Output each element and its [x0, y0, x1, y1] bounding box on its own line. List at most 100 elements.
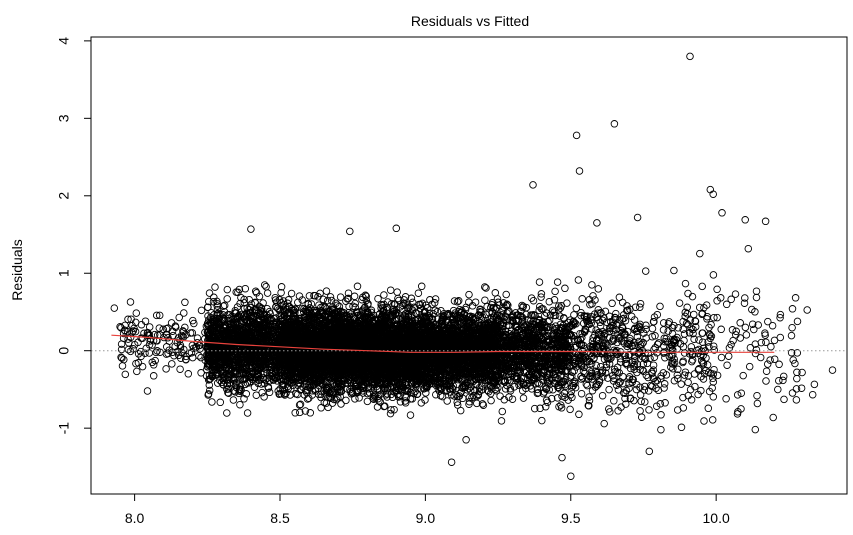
data-point — [123, 327, 132, 336]
data-point — [208, 372, 217, 380]
data-point — [117, 340, 126, 348]
data-point — [118, 362, 127, 370]
data-point — [162, 365, 170, 373]
data-point — [253, 366, 262, 375]
data-point — [126, 347, 135, 356]
data-point — [164, 349, 172, 358]
data-point — [124, 315, 132, 324]
data-point — [197, 306, 206, 315]
data-point — [120, 355, 128, 364]
chart-title: Residuals vs Fitted — [411, 13, 529, 29]
data-point — [246, 303, 255, 312]
data-point — [213, 310, 221, 318]
data-point — [134, 338, 142, 347]
data-point — [241, 374, 250, 383]
data-point — [132, 359, 140, 368]
data-point — [261, 352, 270, 360]
data-point — [223, 295, 231, 303]
data-point — [219, 302, 228, 310]
data-point — [128, 328, 136, 337]
data-point — [155, 324, 164, 332]
data-point — [168, 348, 177, 356]
data-point — [203, 328, 212, 336]
data-point — [129, 327, 137, 335]
data-point — [138, 334, 147, 342]
data-point — [406, 411, 415, 419]
data-point — [188, 329, 197, 337]
data-point — [223, 409, 231, 417]
data-point — [251, 299, 260, 307]
data-point — [234, 288, 242, 297]
data-point — [236, 299, 244, 308]
data-point — [118, 354, 126, 362]
data-point — [149, 372, 158, 380]
y-axis-label: Residuals — [9, 239, 25, 300]
data-point — [116, 323, 124, 331]
data-point — [181, 298, 189, 307]
data-point — [236, 340, 244, 348]
data-point — [129, 345, 137, 353]
data-point — [141, 317, 150, 325]
x-tick-label: 9.0 — [416, 510, 436, 526]
data-point — [265, 369, 274, 377]
data-point — [204, 316, 213, 324]
data-point — [236, 400, 244, 409]
data-point — [259, 373, 267, 382]
data-point — [247, 308, 255, 317]
data-point — [165, 337, 174, 345]
y-tick-label: 1 — [56, 269, 72, 277]
y-tick-label: 0 — [56, 347, 72, 355]
data-point — [239, 376, 248, 384]
data-point — [417, 282, 426, 291]
data-point — [265, 388, 274, 397]
data-point — [162, 330, 170, 339]
data-point — [240, 395, 248, 403]
data-point — [230, 350, 239, 358]
y-tick-label: 3 — [56, 114, 72, 122]
data-point — [132, 309, 141, 317]
x-tick-label: 8.5 — [270, 510, 290, 526]
data-point — [171, 322, 180, 330]
data-point — [121, 370, 130, 379]
data-point — [256, 339, 264, 347]
data-point — [271, 293, 279, 302]
data-point — [192, 343, 201, 351]
data-point — [152, 348, 160, 357]
data-point — [148, 358, 157, 367]
data-point — [324, 403, 332, 412]
data-point — [156, 348, 164, 356]
data-point — [205, 297, 213, 306]
data-point — [145, 340, 154, 349]
data-point — [175, 313, 183, 322]
data-point — [236, 345, 244, 354]
data-point — [203, 303, 212, 312]
data-point — [236, 361, 244, 370]
data-point — [260, 375, 268, 384]
y-tick-label: 4 — [56, 37, 72, 45]
data-point — [223, 285, 232, 294]
data-point — [249, 315, 258, 324]
data-point — [126, 298, 135, 306]
data-point — [205, 289, 214, 297]
data-point — [263, 369, 271, 377]
data-point — [182, 355, 190, 364]
data-point — [245, 362, 253, 370]
data-point — [223, 385, 231, 393]
data-point — [235, 389, 243, 398]
data-point — [225, 310, 234, 319]
data-point — [243, 409, 252, 417]
data-point — [250, 351, 259, 360]
data-point — [322, 287, 331, 295]
data-point — [134, 350, 143, 358]
data-point — [216, 398, 225, 407]
data-point — [136, 347, 145, 356]
data-point — [210, 340, 219, 349]
data-point — [249, 313, 257, 321]
data-point — [210, 336, 218, 345]
data-point — [168, 360, 176, 368]
data-point — [263, 289, 272, 297]
data-point — [204, 390, 213, 398]
data-point — [380, 291, 388, 299]
data-point — [248, 357, 257, 365]
